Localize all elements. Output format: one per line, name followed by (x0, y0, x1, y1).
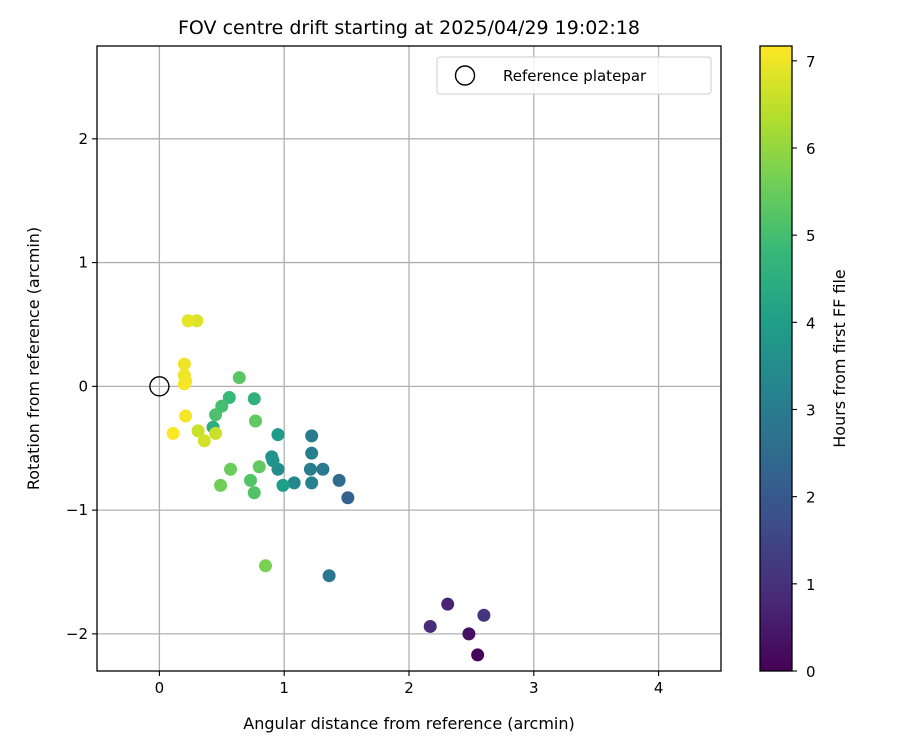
y-tick-label: 2 (78, 130, 88, 148)
data-point (232, 371, 246, 385)
data-point (214, 478, 228, 492)
legend-open-circle-marker (454, 65, 476, 86)
colorbar-tick-label: 0 (806, 663, 816, 681)
data-point (322, 569, 336, 583)
data-point (441, 597, 455, 611)
colorbar-tick-label: 5 (806, 227, 816, 245)
data-point (197, 434, 211, 448)
x-tick-label: 0 (155, 679, 165, 697)
reference-platepar-marker (149, 376, 170, 397)
data-point (177, 377, 191, 391)
data-point (332, 473, 346, 487)
x-axis-label: Angular distance from reference (arcmin) (243, 714, 574, 733)
y-tick-label: −2 (66, 625, 88, 643)
colorbar-tick-label: 2 (806, 489, 816, 507)
colorbar-gradient (760, 46, 792, 671)
data-point (341, 491, 355, 505)
colorbar-tick-label: 4 (806, 314, 816, 332)
grid-lines (97, 46, 721, 671)
colorbar: 0 1 2 3 4 5 6 7 Hours from first FF file (759, 45, 849, 681)
y-axis-ticks: −2 −1 0 1 2 (66, 130, 97, 643)
y-tick-label: 1 (78, 254, 88, 272)
x-axis-ticks: 0 1 2 3 4 (155, 671, 664, 697)
y-axis-label: Rotation from reference (arcmin) (24, 227, 43, 490)
data-point (191, 424, 205, 438)
legend-label: Reference platepar (503, 67, 647, 85)
y-tick-label: 0 (78, 377, 88, 395)
data-point (305, 446, 319, 460)
data-point (287, 476, 301, 490)
data-point (305, 429, 319, 443)
y-tick-label: −1 (66, 501, 88, 519)
data-point (244, 473, 258, 487)
data-point (462, 627, 476, 641)
data-point (222, 390, 236, 404)
colorbar-ticks: 0 1 2 3 4 5 6 7 (792, 53, 816, 681)
data-point (179, 409, 193, 423)
data-point (252, 460, 266, 474)
data-point (266, 454, 280, 468)
colorbar-tick-label: 6 (806, 140, 816, 158)
data-point (276, 478, 290, 492)
legend: Reference platepar (436, 56, 712, 95)
x-tick-label: 3 (529, 679, 539, 697)
data-point (305, 476, 319, 490)
data-point (247, 486, 261, 500)
legend-box (436, 56, 712, 95)
data-point (247, 392, 261, 406)
data-point (258, 559, 272, 573)
data-point (271, 428, 285, 442)
data-point (316, 462, 330, 476)
data-point (471, 648, 485, 662)
reference-marker-group (149, 376, 170, 397)
colorbar-tick-label: 7 (806, 53, 816, 71)
colorbar-frame (759, 45, 793, 672)
data-point (248, 414, 262, 428)
colorbar-label: Hours from first FF file (830, 269, 849, 448)
data-points (166, 314, 491, 662)
data-point (209, 408, 223, 422)
data-point (477, 608, 491, 622)
data-point (181, 314, 195, 328)
data-point (166, 426, 180, 440)
colorbar-tick-label: 3 (806, 401, 816, 419)
data-point (224, 462, 238, 476)
data-point (177, 357, 191, 371)
data-point (209, 426, 223, 440)
chart-title: FOV centre drift starting at 2025/04/29 … (178, 17, 640, 39)
colorbar-tick-label: 1 (806, 576, 816, 594)
x-tick-label: 1 (279, 679, 289, 697)
x-tick-label: 4 (654, 679, 664, 697)
data-point (303, 462, 317, 476)
x-tick-label: 2 (404, 679, 414, 697)
data-point (423, 619, 437, 633)
